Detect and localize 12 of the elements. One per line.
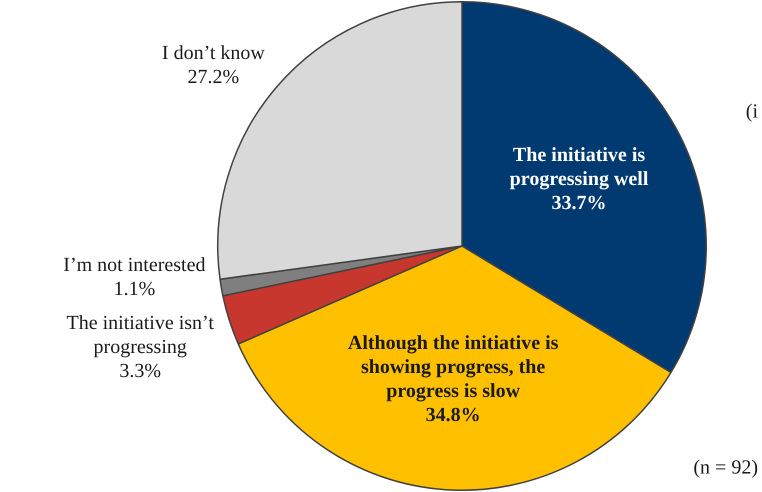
slice-label: Although the initiative is showing progress, the progress is slow [348,332,559,402]
data-label: 27.2% [188,66,240,88]
text: (i [746,100,758,122]
data-label: 34.8% [426,404,481,426]
slice-label: I don’t know [162,42,266,64]
slice-label: The initiative is progressing well [510,144,649,190]
data-label: 33.7% [552,192,607,214]
data-label: 1.1% [114,278,156,300]
data-label: 3.3% [119,360,162,382]
slice-label: The initiative isn’t progressing [66,312,214,358]
slice-label: I’m not interested [63,254,206,276]
text: (n = 92) [693,456,758,478]
